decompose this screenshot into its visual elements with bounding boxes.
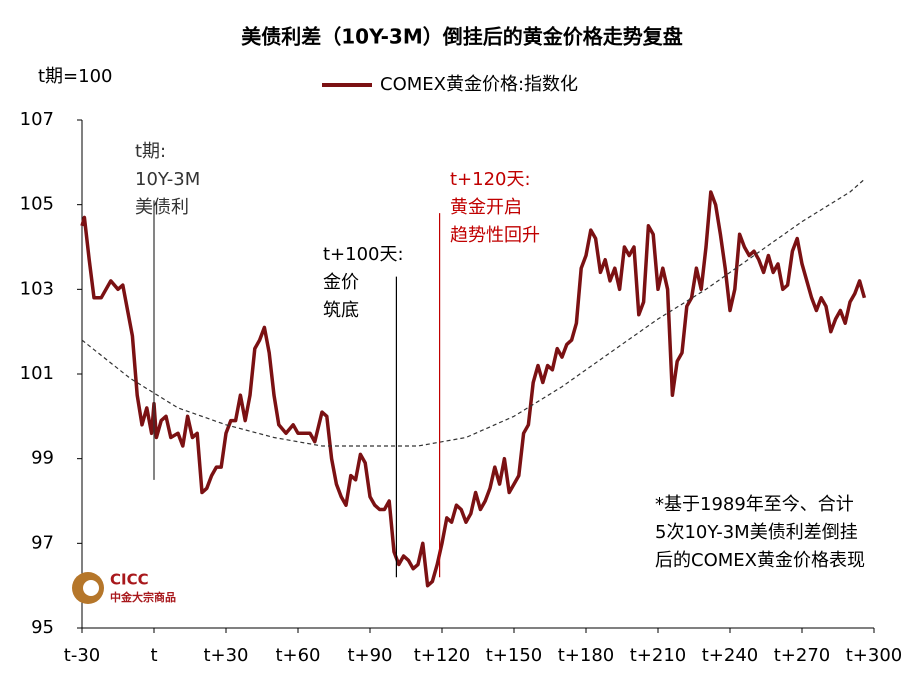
y-tick-label: 95	[31, 617, 54, 638]
x-tick-label: t	[150, 645, 157, 666]
y-axis-label: t期=100	[38, 66, 113, 87]
logo-text: CICC	[110, 571, 149, 589]
x-tick-label: t+270	[774, 645, 831, 666]
annotation-text: 趋势性回升	[450, 225, 540, 246]
annotation-text: 筑底	[323, 300, 359, 321]
y-tick-label: 103	[20, 278, 54, 299]
annotation-text: t+120天:	[450, 169, 531, 190]
annotation-text: t期:	[135, 141, 166, 162]
x-tick-label: t+300	[846, 645, 903, 666]
x-tick-label: t+240	[702, 645, 759, 666]
note: 后的COMEX黄金价格表现	[655, 550, 865, 571]
trend-line	[81, 178, 865, 447]
x-tick-label: t+90	[347, 645, 392, 666]
annotation-text: 美债利	[135, 197, 189, 218]
y-tick-label: 97	[31, 532, 54, 553]
y-tick-label: 101	[20, 363, 54, 384]
x-tick-label: t+150	[486, 645, 543, 666]
note: *基于1989年至今、合计	[655, 494, 854, 515]
annotation-text: 10Y-3M	[135, 169, 200, 190]
annotation-text: 黄金开启	[450, 197, 522, 218]
x-tick-label: t+30	[203, 645, 248, 666]
x-tick-label: t+210	[630, 645, 687, 666]
logo-icon	[83, 580, 99, 596]
x-tick-label: t+120	[414, 645, 471, 666]
x-tick-label: t+60	[275, 645, 320, 666]
logo-text: 中金大宗商品	[110, 590, 176, 604]
y-tick-label: 107	[20, 109, 54, 130]
line	[80, 190, 867, 588]
annotation-text: 金价	[323, 272, 359, 293]
chart-title: 美债利差（10Y-3M）倒挂后的黄金价格走势复盘	[241, 25, 683, 49]
y-tick-label: 99	[31, 448, 54, 469]
x-tick-label: t+180	[558, 645, 615, 666]
x-tick-label: t-30	[64, 645, 100, 666]
legend-label: COMEX黄金价格:指数化	[380, 74, 578, 95]
note: 5次10Y-3M美债利差倒挂	[655, 522, 858, 543]
y-tick-label: 105	[20, 194, 54, 215]
annotation-text: t+100天:	[323, 244, 404, 265]
